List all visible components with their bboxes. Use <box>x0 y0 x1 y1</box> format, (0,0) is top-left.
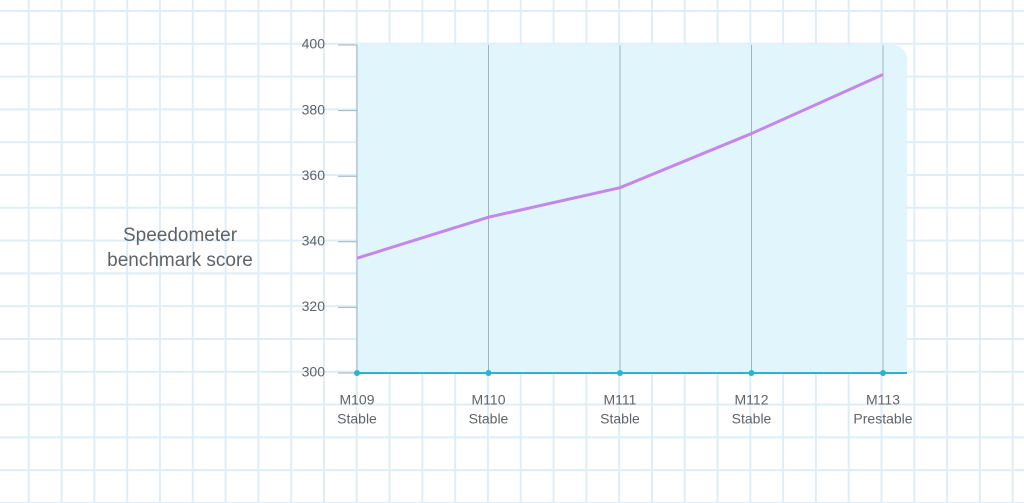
y-tick-label: 380 <box>302 101 326 117</box>
x-tick-label: Stable <box>600 411 640 427</box>
x-tick-label: M111 <box>604 392 637 408</box>
y-axis-label: Speedometer <box>123 225 238 246</box>
axis-dot <box>748 370 755 376</box>
axis-dot <box>880 370 886 376</box>
y-tick-label: 360 <box>302 167 326 183</box>
y-axis-label: benchmark score <box>107 250 253 271</box>
y-tick-label: 320 <box>302 298 326 314</box>
data-line <box>356 73 884 260</box>
y-tick-label: 400 <box>302 36 326 52</box>
y-tick-label: 340 <box>302 233 326 249</box>
axis-dot <box>354 370 360 376</box>
x-tick-label: Stable <box>337 411 377 427</box>
plot-area <box>357 45 907 373</box>
axis-dot <box>617 370 623 376</box>
x-tick-label: M113 <box>866 392 900 408</box>
y-tick-label: 300 <box>302 364 326 380</box>
x-tick-label: Prestable <box>853 411 912 427</box>
x-tick-label: Stable <box>732 411 772 427</box>
x-tick-label: Stable <box>469 411 509 427</box>
axis-dot <box>485 370 492 376</box>
x-tick-label: M110 <box>472 392 506 408</box>
x-tick-label: M112 <box>735 392 769 408</box>
x-tick-label: M109 <box>339 392 374 408</box>
